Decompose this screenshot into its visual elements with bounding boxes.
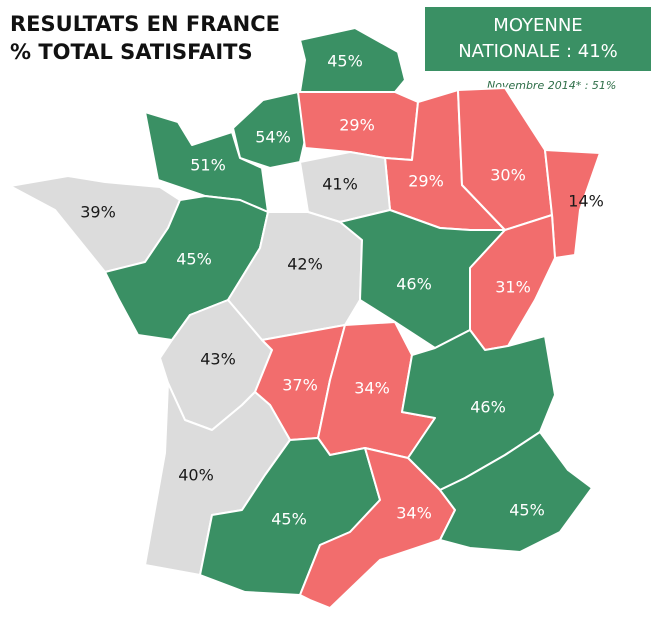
region-label-poitou-charentes: 43%	[200, 350, 236, 369]
region-label-paca: 45%	[509, 501, 545, 520]
region-label-champagne: 29%	[408, 172, 444, 191]
region-label-rhone-alpes: 46%	[470, 398, 506, 417]
region-nord	[299, 27, 406, 93]
region-label-ile-de-france: 41%	[322, 175, 358, 194]
region-basse-normandie	[144, 111, 269, 213]
title-line-2: % TOTAL SATISFAITS	[10, 40, 253, 64]
comparison-note: Novembre 2014* : 51%	[487, 79, 617, 92]
region-paca	[439, 431, 593, 553]
region-label-languedoc: 34%	[396, 504, 432, 523]
region-label-basse-normandie: 51%	[190, 156, 226, 175]
region-label-haute-normandie: 54%	[255, 128, 291, 147]
region-label-centre: 42%	[287, 255, 323, 274]
average-line-1: MOYENNE	[493, 15, 583, 36]
region-label-bretagne: 39%	[80, 203, 116, 222]
region-label-bourgogne: 46%	[396, 275, 432, 294]
region-label-aquitaine: 40%	[178, 466, 214, 485]
region-centre	[227, 211, 363, 341]
title-line-1: RESULTATS EN FRANCE	[10, 12, 281, 36]
national-average-badge: MOYENNE NATIONALE : 41%	[425, 7, 651, 71]
map-title: RESULTATS EN FRANCE % TOTAL SATISFAITS	[10, 10, 280, 66]
region-label-pays-de-la-loire: 45%	[176, 250, 212, 269]
average-line-2: NATIONALE : 41%	[458, 41, 618, 62]
region-label-auvergne: 34%	[354, 379, 390, 398]
region-label-midi-pyrenees: 45%	[271, 510, 307, 529]
region-label-picardie: 29%	[339, 116, 375, 135]
region-label-franche-comte: 31%	[495, 278, 531, 297]
region-label-nord: 45%	[327, 52, 363, 71]
region-label-alsace: 14%	[568, 192, 604, 211]
region-label-limousin: 37%	[282, 376, 318, 395]
region-label-lorraine: 30%	[490, 166, 526, 185]
